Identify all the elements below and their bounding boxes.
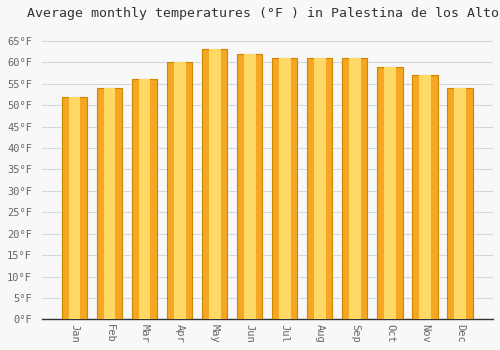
Bar bbox=[448, 88, 472, 320]
Bar bbox=[132, 79, 158, 320]
Title: Average monthly temperatures (°F ) in Palestina de los Altos: Average monthly temperatures (°F ) in Pa… bbox=[28, 7, 500, 20]
Bar bbox=[314, 58, 326, 320]
Bar bbox=[104, 88, 116, 320]
Bar bbox=[419, 75, 430, 320]
Bar bbox=[244, 54, 256, 320]
Bar bbox=[202, 49, 228, 320]
Bar bbox=[349, 58, 360, 320]
Bar bbox=[308, 58, 332, 320]
Bar bbox=[272, 58, 297, 320]
Bar bbox=[209, 49, 220, 320]
Bar bbox=[167, 62, 192, 320]
Bar bbox=[384, 66, 396, 320]
Bar bbox=[174, 62, 186, 320]
Bar bbox=[412, 75, 438, 320]
Bar bbox=[139, 79, 150, 320]
Bar bbox=[69, 97, 80, 320]
Bar bbox=[378, 66, 402, 320]
Bar bbox=[279, 58, 290, 320]
Bar bbox=[454, 88, 466, 320]
Bar bbox=[342, 58, 367, 320]
Bar bbox=[237, 54, 262, 320]
Bar bbox=[97, 88, 122, 320]
Bar bbox=[62, 97, 88, 320]
